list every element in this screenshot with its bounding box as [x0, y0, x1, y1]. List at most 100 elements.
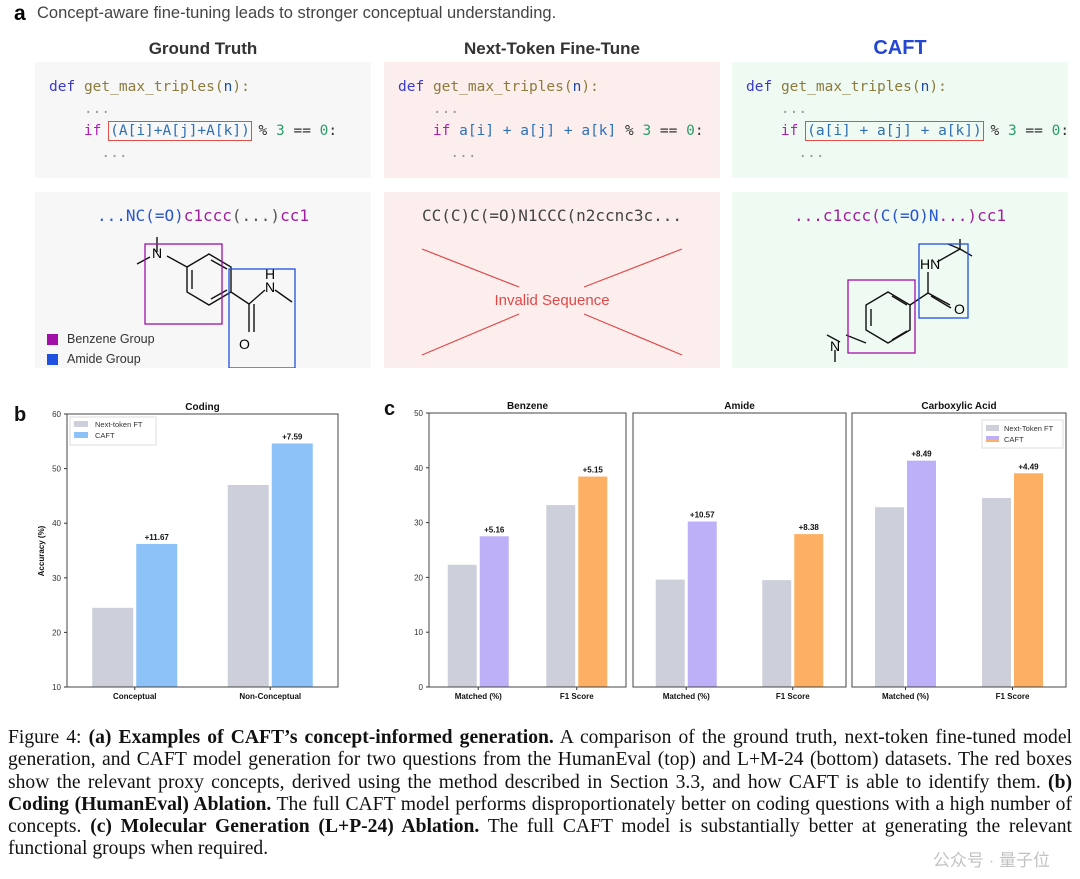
y-tick-label: 60	[52, 410, 61, 419]
operator: %	[249, 123, 277, 139]
plot-frame	[632, 412, 847, 688]
y-tick-label: 30	[414, 519, 423, 528]
plot-frame	[851, 412, 1067, 688]
bar-next-token	[875, 507, 904, 687]
molecule-drawing: N N H O	[136, 237, 296, 368]
bar-caft	[687, 521, 717, 687]
molecule-panel: CC(C)C(=O)N1CCC(n2ccnc3c... Invalid Sequ…	[384, 192, 720, 368]
keyword-if: if	[83, 123, 102, 139]
benzene-highlight-box	[847, 279, 916, 354]
x-tick-label: F1 Score	[560, 692, 594, 701]
amide-highlight-box	[918, 243, 969, 319]
number: 3	[642, 123, 652, 139]
condition-expression: (A[i]+A[j]+A[k])	[108, 121, 252, 141]
bar-caft	[136, 543, 178, 687]
smiles-string: CC(C)C(=O)N1CCC(n2ccnc3c...	[384, 206, 720, 225]
x-tick-label: Matched (%)	[455, 692, 502, 701]
legend-item: Amide Group	[47, 352, 155, 366]
argument: n	[572, 79, 582, 95]
column-title: Ground Truth	[148, 39, 258, 58]
legend-label: Benzene Group	[67, 332, 155, 346]
caption-bold: (a) Examples of CAFT’s concept-informed …	[88, 727, 554, 748]
smiles-segment: ...c1ccc(	[794, 206, 881, 225]
bar-annotation: +4.49	[1018, 462, 1039, 471]
colon: :	[328, 123, 338, 139]
y-tick-label: 20	[414, 573, 423, 582]
ellipsis: ...	[83, 101, 111, 117]
smiles-string: ...NC(=O)c1ccc(...)cc1	[35, 206, 371, 225]
number: 0	[319, 123, 329, 139]
condition-expression: a[i] + a[j] + a[k]	[459, 123, 617, 139]
bar-next-token	[447, 564, 477, 687]
atom-label: H	[265, 266, 275, 282]
legend-swatch	[74, 432, 88, 438]
molecule-panel: ...NC(=O)c1ccc(...)cc1 N N H O Benzene G…	[35, 192, 371, 368]
smiles-segment: C(=O)N	[880, 206, 939, 225]
keyword-if: if	[432, 123, 451, 139]
operator: ==	[1016, 123, 1052, 139]
group-legend: Benzene Group Amide Group	[47, 332, 155, 372]
caption-bold: (b) Coding (HumanEval) Ablation.	[8, 771, 1072, 815]
argument: n	[223, 79, 233, 95]
atom-label: HN	[920, 256, 940, 272]
y-tick-label: 50	[414, 409, 423, 418]
bar-next-token	[92, 607, 134, 687]
atom-label: N	[830, 338, 840, 354]
y-tick-label: 40	[414, 464, 423, 473]
keyword-def: def	[398, 79, 425, 95]
figure-caption: Figure 4: (a) Examples of CAFT’s concept…	[8, 727, 1072, 861]
x-tick-label: Matched (%)	[882, 692, 929, 701]
legend-label: CAFT	[1004, 435, 1024, 444]
chart-title: Benzene	[507, 401, 549, 412]
chart-c-molecular: c Benzene 0 10 20 30 40 50 Matched (%) +5.16 F1 Sc…	[384, 398, 1067, 701]
bar-annotation: +8.38	[799, 523, 820, 532]
caption-text: A comparison of the ground truth, next-t…	[8, 727, 1072, 793]
bar-caft	[578, 476, 608, 687]
panel-a-subtitle: Concept-aware fine-tuning leads to stron…	[37, 4, 557, 22]
chart-b-coding: b Coding 10 20 30 40 50 60 Conceptual +11.67 Non-C…	[14, 402, 339, 701]
bar-caft	[1014, 473, 1043, 687]
molecule-panel: ...c1ccc(C(=O)N...)cc1 HN O N	[732, 192, 1068, 368]
x-tick-label: Conceptual	[113, 692, 157, 701]
keyword-def: def	[746, 79, 773, 95]
condition-expression: (a[i] + a[j] + a[k])	[805, 121, 984, 141]
bar-annotation: +8.49	[911, 450, 932, 459]
function-name: get_max_triples	[780, 79, 912, 95]
number: 3	[1007, 123, 1017, 139]
bar-next-token	[655, 579, 685, 687]
caption-bold: (c) Molecular Generation (L+P-24) Ablati…	[90, 816, 480, 838]
column-title: Next-Token Fine-Tune	[464, 39, 640, 58]
legend-label: Next-Token FT	[1004, 424, 1054, 433]
bar-caft	[794, 534, 824, 687]
bar-caft	[479, 536, 509, 687]
smiles-segment: (...)	[231, 206, 281, 225]
function-name: get_max_triples	[432, 79, 564, 95]
y-tick-label: 40	[52, 519, 61, 528]
column-title: CAFT	[873, 37, 927, 59]
smiles-segment: cc1	[280, 206, 309, 225]
y-tick-label: 10	[52, 683, 61, 692]
y-tick-label: 10	[414, 628, 423, 637]
chart-title: Coding	[185, 402, 219, 413]
number: 0	[686, 123, 695, 139]
legend-box	[981, 419, 1064, 449]
atom-label: O	[954, 301, 965, 317]
plot-frame	[428, 412, 627, 688]
panel-a-label: a	[14, 2, 26, 25]
ellipsis: ...	[798, 145, 825, 161]
caption-text: The full CAFT model is substantially bet…	[8, 816, 1072, 860]
bar-annotation: +11.67	[145, 533, 170, 542]
benzene-highlight-box	[144, 243, 223, 325]
bar-next-token	[982, 497, 1011, 687]
x-tick-label: Matched (%)	[663, 692, 710, 701]
atom-label: O	[239, 336, 250, 352]
operator: %	[616, 123, 643, 139]
panel-c-label: c	[384, 398, 395, 420]
bar-caft	[271, 443, 313, 687]
watermark: 公众号 · 量子位	[932, 851, 1050, 870]
legend-swatch	[47, 334, 58, 346]
ellipsis: ...	[450, 145, 477, 161]
amide-highlight-box	[228, 268, 296, 368]
code-block: def get_max_triples(n): ... if (A[i]+A[j…	[35, 62, 371, 178]
legend-swatch	[986, 439, 999, 442]
